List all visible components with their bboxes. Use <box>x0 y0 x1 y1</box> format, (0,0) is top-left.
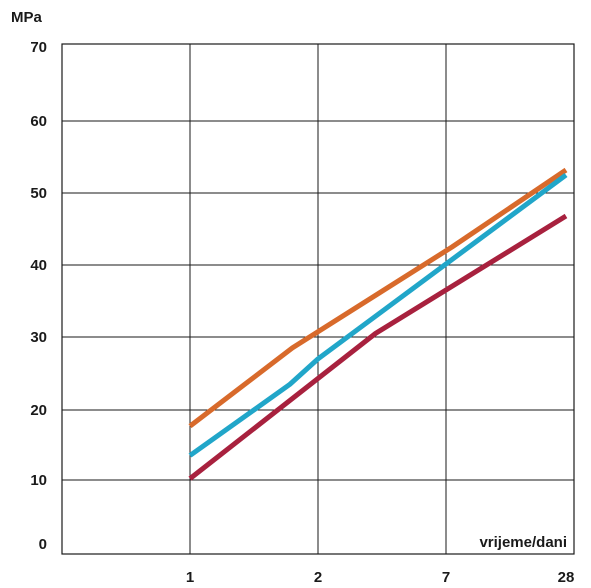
y-tick-label: 60 <box>30 113 47 130</box>
y-tick-label: 40 <box>30 257 47 274</box>
x-tick-label: 1 <box>186 569 194 586</box>
y-tick-label: 10 <box>30 472 47 489</box>
x-tick-label: 28 <box>558 569 575 586</box>
y-tick-label: 20 <box>30 402 47 419</box>
y-tick-label: 70 <box>30 39 47 56</box>
x-axis-label-bg <box>447 530 571 552</box>
series-line-1 <box>188 167 568 429</box>
series-line-3 <box>188 213 568 481</box>
series-line-2 <box>188 172 568 458</box>
y-tick-label: 0 <box>39 536 47 553</box>
x-tick-label: 2 <box>314 569 322 586</box>
series-lines <box>188 167 568 481</box>
y-axis-unit: MPa <box>11 9 43 26</box>
y-tick-labels: 0 10 20 30 40 50 60 70 <box>30 39 47 553</box>
grid <box>62 44 574 554</box>
y-tick-label: 30 <box>30 329 47 346</box>
x-tick-labels: 1 2 7 28 <box>186 569 575 586</box>
x-tick-label: 7 <box>442 569 450 586</box>
x-axis-label: vrijeme/dani <box>479 534 567 551</box>
y-tick-label: 50 <box>30 185 47 202</box>
